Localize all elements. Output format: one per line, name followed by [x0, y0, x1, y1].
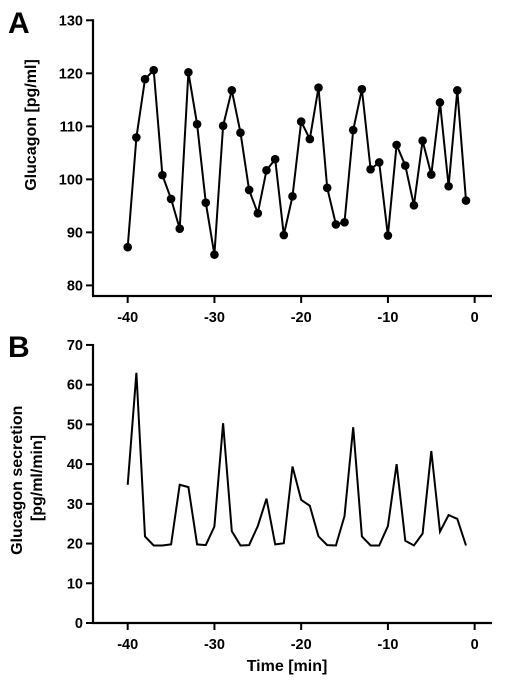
panel-a-y-tick-label: 110	[60, 119, 83, 135]
panel-a-data-point	[314, 83, 323, 92]
panel-a-data-point	[201, 198, 211, 207]
panel-a-data-point	[166, 194, 176, 204]
panel-a-data-point	[331, 220, 341, 229]
panel-a-data-point	[426, 170, 436, 179]
panel-b: B Glucagon secretion [pg/ml/min] Time [m…	[8, 331, 492, 675]
panel-a-series	[123, 65, 471, 259]
panel-a-data-point	[305, 134, 315, 144]
panel-b-x-tick-label: -20	[291, 637, 312, 653]
panel-b-y-tick-label: 0	[75, 616, 83, 632]
panel-a-data-point	[218, 121, 228, 131]
panel-a-data-point	[435, 98, 445, 107]
panel-b-x-tick-label: -30	[204, 637, 225, 653]
panel-a-data-point	[461, 196, 471, 205]
panel-a-axes	[91, 19, 492, 298]
panel-b-x-tick-label: -10	[377, 637, 398, 653]
panel-a-data-point	[192, 119, 202, 129]
panel-a-data-point	[175, 224, 185, 233]
panel-a: A Glucagon [pg/ml] 80 90 100 110 120 130 -40 -3…	[8, 7, 492, 326]
panel-a-data-point	[322, 183, 332, 193]
panel-b-x-tick-label: 0	[471, 637, 479, 653]
panel-b-y-tick-label: 70	[67, 338, 83, 354]
panel-b-axes	[91, 343, 492, 625]
panel-b-y-tick-label: 60	[67, 378, 83, 394]
panel-a-y-tick-label: 130	[59, 13, 83, 29]
panel-a-data-point	[296, 117, 306, 126]
panel-b-y-tick-label: 20	[67, 537, 83, 553]
panel-a-data-point	[444, 181, 453, 191]
panel-a-data-point	[400, 161, 410, 170]
panel-a-data-point	[132, 133, 141, 142]
panel-a-data-point	[149, 65, 159, 75]
panel-a-series-line	[126, 67, 467, 255]
panel-b-y-axis-title: Glucagon secretion [pg/ml/min]	[9, 401, 46, 555]
panel-a-y-tick-label: 100	[59, 172, 83, 188]
panel-a-y-axis-title: Glucagon [pg/ml]	[23, 59, 40, 191]
panel-a-data-point	[279, 230, 289, 240]
panel-a-data-point	[184, 67, 193, 77]
panel-a-letter: A	[8, 7, 30, 40]
panel-b-y-tick-label: 40	[67, 457, 83, 473]
panel-a-data-point	[409, 201, 419, 210]
panel-b-y-tick-label: 30	[67, 497, 83, 513]
panel-a-data-point	[158, 170, 167, 180]
panel-a-data-point	[418, 136, 427, 145]
panel-a-data-point	[123, 242, 132, 252]
panel-a-data-point	[210, 250, 219, 259]
panel-a-data-point	[392, 140, 401, 150]
panel-a-ticks: 80 90 100 110 120 130 -40 -30 -20 -10 0	[59, 13, 479, 326]
panel-a-y-tick-label: 120	[59, 66, 83, 82]
panel-a-data-point	[348, 125, 358, 135]
panel-a-data-point	[366, 164, 375, 174]
panel-b-series	[126, 372, 467, 547]
panel-b-ticks: 0 10 20 30 40 50 60 70 -40 -30 -20 -10 0	[67, 338, 479, 653]
panel-a-data-point	[288, 192, 297, 201]
panel-a-data-point	[236, 128, 245, 138]
panel-a-data-point	[227, 85, 237, 95]
panel-b-series-line	[126, 372, 467, 547]
panel-a-data-point	[453, 85, 462, 95]
panel-b-x-axis-title: Time [min]	[247, 658, 328, 675]
panel-b-y-axis-title-line-1: Glucagon secretion	[9, 406, 26, 555]
panel-b-y-axis-title-line-2: [pg/ml/min]	[29, 435, 46, 521]
panel-a-data-point	[140, 74, 150, 84]
panel-a-data-point	[244, 185, 254, 195]
panel-b-letter: B	[8, 331, 30, 364]
panel-a-data-point	[357, 84, 367, 94]
panel-a-data-point	[270, 154, 280, 164]
panel-a-x-tick-label: -40	[117, 310, 138, 326]
panel-b-y-tick-label: 10	[67, 576, 83, 592]
panel-a-x-tick-label: -10	[377, 310, 398, 326]
panel-a-data-point	[383, 231, 393, 240]
panel-b-y-tick-label: 50	[67, 417, 83, 433]
panel-a-x-tick-label: -30	[204, 310, 225, 326]
panel-a-data-point	[340, 218, 349, 227]
panel-a-y-tick-label: 80	[67, 278, 83, 294]
panel-a-x-tick-label: -20	[291, 310, 312, 326]
panel-b-x-tick-label: -40	[117, 637, 138, 653]
panel-a-x-tick-label: 0	[471, 310, 479, 326]
panel-a-y-tick-label: 90	[67, 225, 83, 241]
panel-a-data-point	[262, 166, 271, 175]
panel-a-data-point	[253, 208, 263, 218]
panel-a-data-point	[374, 158, 384, 167]
